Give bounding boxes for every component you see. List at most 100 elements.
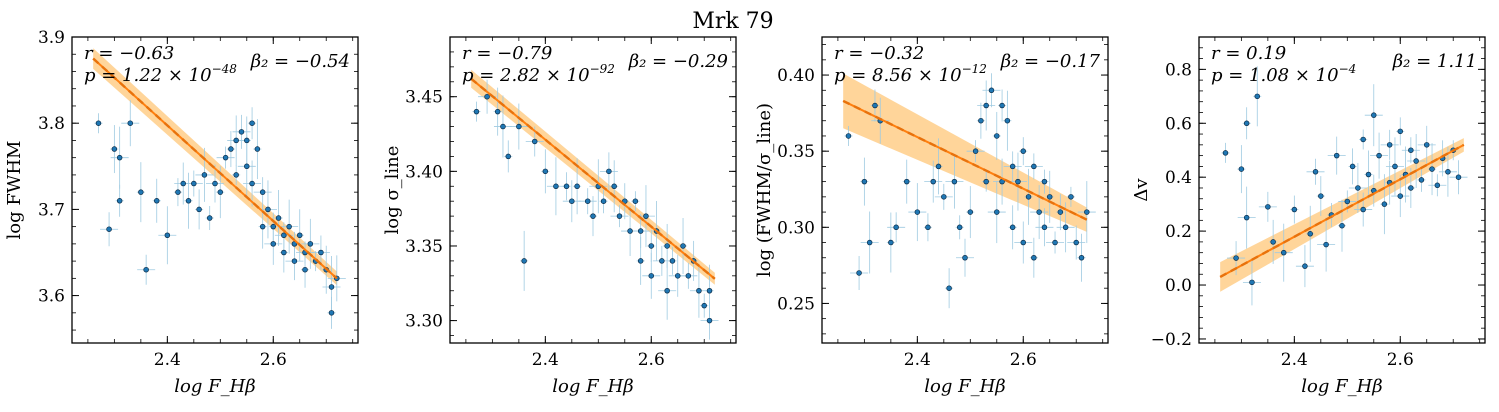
data-point <box>259 189 266 195</box>
data-point <box>962 254 968 261</box>
data-point <box>1376 152 1382 159</box>
data-point <box>643 213 649 219</box>
data-point <box>914 209 921 215</box>
annotation-beta: β₂ = 1.11 <box>1392 51 1477 72</box>
data-point <box>1360 136 1366 143</box>
data-point <box>1386 142 1393 148</box>
data-point <box>494 108 501 115</box>
data-point <box>893 224 899 231</box>
x-tick-label: 2.6 <box>260 350 287 370</box>
data-point <box>244 163 250 170</box>
data-point <box>228 146 234 152</box>
y-tick-label: 3.9 <box>38 28 65 48</box>
data-point <box>1429 166 1435 172</box>
annotation-p: p = 2.82 × 10−92 <box>462 62 615 86</box>
data-point <box>1445 169 1451 175</box>
annotation-beta: β₂ = −0.54 <box>250 51 350 72</box>
annotation-p-exponent: −92 <box>590 62 615 76</box>
x-axis-label: log F_Hβ <box>552 376 633 397</box>
data-point <box>516 123 522 130</box>
data-point <box>627 228 633 234</box>
data-point <box>302 266 308 273</box>
x-tick-label: 2.6 <box>1387 350 1414 370</box>
data-point <box>637 228 644 234</box>
panel-1: 2.4 2.6 3.6 3.7 3.8 3.9 log F_Hβ log FWHM r = −0… <box>4 28 359 397</box>
data-point <box>254 146 261 152</box>
data-point <box>201 172 208 178</box>
data-point <box>856 270 862 276</box>
data-point <box>143 266 149 273</box>
data-point <box>674 273 681 279</box>
y-tick-label: 3.30 <box>405 312 443 332</box>
data-point <box>611 183 617 190</box>
data-point <box>1243 214 1250 221</box>
data-point <box>563 183 570 190</box>
fit-line-dashed <box>842 99 1088 221</box>
data-point <box>270 241 277 247</box>
data-point <box>1423 142 1430 148</box>
data-point <box>1078 254 1085 261</box>
data-point <box>1222 150 1229 156</box>
x-tick-label: 2.6 <box>638 350 665 370</box>
y-axis-label: Δv <box>1131 178 1152 202</box>
data-point <box>978 117 984 124</box>
data-point <box>153 198 160 204</box>
data-point <box>1397 193 1404 199</box>
annotation-p-exponent: −4 <box>1339 62 1357 76</box>
data-point <box>505 153 512 160</box>
annotation-p: p = 8.56 × 10−12 <box>834 62 987 86</box>
data-point <box>1312 169 1319 175</box>
data-point <box>291 258 298 264</box>
data-point <box>1408 147 1414 153</box>
axes-frame <box>449 36 737 344</box>
fit-line-dashed <box>92 57 338 280</box>
data-point <box>180 180 186 187</box>
data-point <box>648 273 655 279</box>
data-point <box>1243 120 1250 127</box>
data-point <box>1009 224 1016 231</box>
data-point <box>138 189 144 195</box>
data-point <box>941 194 947 200</box>
data-point <box>1434 182 1441 189</box>
annotation-p: p = 1.22 × 10−48 <box>84 62 237 86</box>
data-point <box>1057 209 1064 215</box>
panel-4: 2.4 2.6 −0.2 0.0 0.2 0.4 0.6 0.8 log F_Hβ Δv r = 0… <box>1131 36 1486 397</box>
data-point <box>983 102 989 109</box>
data-point <box>291 241 298 247</box>
data-point <box>637 258 644 264</box>
data-point <box>972 148 979 154</box>
y-tick-label: 3.8 <box>38 114 65 134</box>
data-point <box>930 178 936 185</box>
data-point <box>1381 201 1388 207</box>
y-axis-label: log (FWHM/σ_line) <box>754 103 775 277</box>
y-tick-label: 0.4 <box>1165 168 1192 188</box>
data-point <box>249 180 255 187</box>
data-point <box>1344 198 1351 205</box>
data-point <box>328 284 335 290</box>
y-tick-label: 3.6 <box>38 287 65 307</box>
data-point <box>1025 194 1032 200</box>
data-point <box>606 168 612 175</box>
data-point <box>1020 148 1027 154</box>
data-point <box>701 302 707 309</box>
y-axis-label: log FWHM <box>4 141 25 240</box>
data-point <box>1031 163 1037 170</box>
data-point <box>861 178 868 185</box>
data-point <box>106 226 112 232</box>
data-point <box>1291 206 1298 213</box>
data-point <box>1318 193 1324 199</box>
data-point <box>1004 117 1011 124</box>
data-point <box>233 137 239 144</box>
y-tick-label: 0.35 <box>777 142 815 162</box>
annotation-p-exponent: −48 <box>212 62 238 76</box>
data-point <box>706 288 713 294</box>
data-point <box>680 243 686 249</box>
fit-band <box>843 73 1087 232</box>
annotation-p-exponent: −12 <box>962 62 987 76</box>
data-point <box>1036 209 1042 215</box>
data-point <box>111 146 118 152</box>
annotation-beta: β₂ = −0.17 <box>1000 51 1101 72</box>
data-point <box>1365 171 1372 178</box>
data-point <box>1238 166 1245 172</box>
